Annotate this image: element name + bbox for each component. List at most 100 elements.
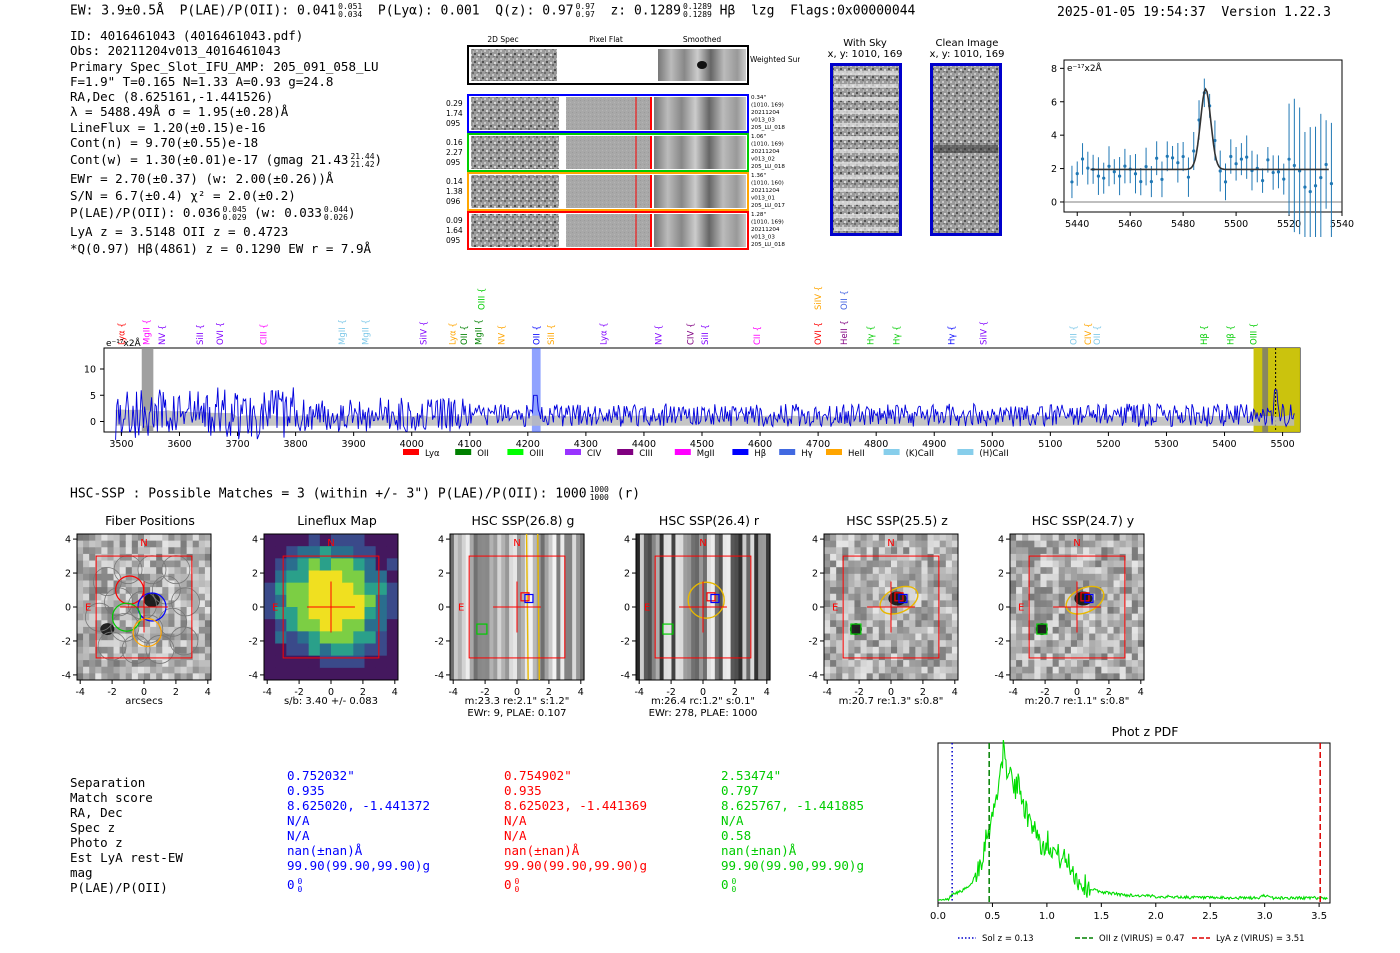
detection-info: ID: 4016461043 (4016461043.pdf) Obs: 202… <box>70 28 382 257</box>
fiber-circle <box>145 635 175 664</box>
spectrum-legend-label: OIII <box>529 449 543 459</box>
source-ellipse <box>687 581 725 619</box>
photz-curve <box>938 740 1328 902</box>
match-marker <box>898 593 908 604</box>
header-lzg: lzg <box>750 3 775 19</box>
spectrum-line-label: OVI { <box>814 322 824 345</box>
hsc-title: HSC-SSP : Possible Matches = 3 (within +… <box>70 486 640 502</box>
photz-xtick-label: 0.0 <box>930 911 946 922</box>
info-plae-lo: 0.029 <box>222 212 247 222</box>
line-fit-xticks: 5440 5460 5480 5500 5520 5540 <box>1065 212 1354 230</box>
spec-row-left-label: 1.64 <box>446 226 463 235</box>
cutout-image: N E -4 -4 -2 -2 0 0 2 2 4 4 <box>249 533 399 698</box>
spectrum-legend-label: (H)CaII <box>979 449 1008 459</box>
line-fit-point <box>1075 172 1079 176</box>
spectrum-legend-swatch <box>617 449 634 455</box>
cutout-ytick-label: -2 <box>249 636 258 647</box>
spec-row-smoothed <box>654 214 746 247</box>
info-ewr: EWr = 2.70(±0.37) (w: 2.00(±0.26))Å <box>70 170 334 186</box>
fiber-circle <box>158 607 188 637</box>
info-hbeta: *Q(0.97) Hβ(4861) z = 0.1290 EW r = 7.9Å <box>70 241 372 257</box>
spectrum-legend-label: OII <box>477 449 489 459</box>
header-plae-hi: 0.051 <box>338 2 363 11</box>
fiber-circle <box>121 635 151 664</box>
match-value: 0.752032" <box>287 768 355 783</box>
cutout-caption: EWr: 9, PLAE: 0.107 <box>467 708 567 719</box>
cutout-xtick-label: 4 <box>205 687 211 698</box>
line-fit-point <box>1123 164 1127 168</box>
info-sn: S/N = 6.7(±0.4) χ² = 2.0(±0.2) <box>70 188 296 204</box>
spec-row-right-label: (1010, 169) <box>751 220 784 226</box>
spec-row-right-label: 20211204 <box>751 188 780 194</box>
spec-row-right-label: (1010, 169) <box>751 142 784 148</box>
spec-row-right-label: v013_02 <box>751 157 775 163</box>
line-fit-point <box>1144 164 1148 169</box>
line-fit-point <box>1112 170 1116 174</box>
spectrum-legend-swatch <box>455 449 472 455</box>
info-plae-end: ) <box>347 205 356 221</box>
line-fit-point <box>1282 177 1286 181</box>
info-plae-w-hi: 0.044 <box>323 204 348 214</box>
photz-xtick-label: 3.0 <box>1257 911 1273 922</box>
line-fit-point <box>1070 180 1074 184</box>
spectrum-line-label: MgII { <box>338 319 348 345</box>
match-marker <box>524 593 534 604</box>
line-fit-point <box>1287 157 1291 161</box>
match-value: 8.625767, -1.441885 <box>721 798 864 813</box>
photz-legend-label: OII z (VIRUS) = 0.47 <box>1099 934 1185 944</box>
source-ellipse <box>879 585 919 615</box>
cutout-xtick-label: 2 <box>920 687 926 698</box>
sky-line <box>834 214 898 218</box>
cutout-ytick-label: 4 <box>998 535 1004 546</box>
info-lyaz: LyA z = 3.5148 OII z = 0.4723 <box>70 223 289 239</box>
line-fit-point <box>1229 154 1233 159</box>
cutout-xtick-label: 4 <box>764 687 770 698</box>
match-column: 0.754902" 0.935 8.625023, -1.441369 N/A N/A n… <box>504 768 647 894</box>
full-spectrum-legend: Lyα OII OIII CIV CIII MgII Hβ Hγ HeII (K)CaII (H)C… <box>403 449 1009 459</box>
photz-xtick-label: 2.5 <box>1202 911 1218 922</box>
compass-e: E <box>85 602 91 613</box>
search-box <box>842 555 940 659</box>
spec-row-left-label: 095 <box>446 158 461 167</box>
hsc-title-text: HSC-SSP : Possible Matches = 3 (within +… <box>70 486 587 502</box>
spectrum-xtick-label: 4100 <box>458 439 482 450</box>
cutout-xtick-label: 2 <box>173 687 179 698</box>
spectrum-line-label: MgII { <box>142 319 152 345</box>
cutout-caption: EWr: 278, PLAE: 1000 <box>648 708 758 719</box>
line-fit-point <box>1176 161 1180 165</box>
match-value: nan(±nan)Å <box>504 843 580 858</box>
spectrum-line-label: OIII { <box>477 288 487 310</box>
spectrum-legend-label: Hγ <box>801 449 812 459</box>
cutout-xtick-label: 0 <box>888 687 894 698</box>
spec-row-2d <box>471 97 559 130</box>
cutout-xtick-label: -4 <box>262 687 271 698</box>
header-line: Hβ <box>719 3 736 19</box>
match-value: 99.90(99.90,99.90)g <box>287 858 430 873</box>
compass-n: N <box>1073 538 1080 549</box>
spectrum-line-label: CIV { <box>686 323 696 345</box>
compass-e: E <box>1018 602 1024 613</box>
compass-n: N <box>887 538 894 549</box>
photz-xticks: 0.0 0.5 1.0 1.5 2.0 2.5 3.0 3.5 <box>930 903 1327 922</box>
search-box <box>1028 555 1126 659</box>
photz-xtick-label: 3.5 <box>1311 911 1327 922</box>
spec2d-col-title-2: Pixel Flat <box>589 35 623 44</box>
spectrum-line-label: OII { <box>533 325 543 345</box>
cutout-xtick-label: -2 <box>480 687 489 698</box>
cutout-xtick-label: 4 <box>952 687 958 698</box>
search-box <box>654 555 752 659</box>
cutout-ytick-label: 4 <box>252 535 258 546</box>
spectrum-legend-swatch <box>883 449 900 455</box>
info-id: ID: 4016461043 (4016461043.pdf) <box>70 28 304 43</box>
info-plae-text: P(LAE)/P(OII): 0.036 <box>70 205 221 221</box>
match-marker <box>662 623 674 635</box>
match-plae-sup: 0 <box>514 876 520 886</box>
spectrum-line-label: SiII { <box>547 324 557 345</box>
spec-row-gap <box>561 136 565 169</box>
match-value: N/A <box>287 813 310 828</box>
line-fit-point <box>1080 157 1085 161</box>
sky-stripes <box>834 71 898 231</box>
info-fit: F=1.9" T=0.165 N=1.33 A=0.93 g=24.8 <box>70 73 334 89</box>
